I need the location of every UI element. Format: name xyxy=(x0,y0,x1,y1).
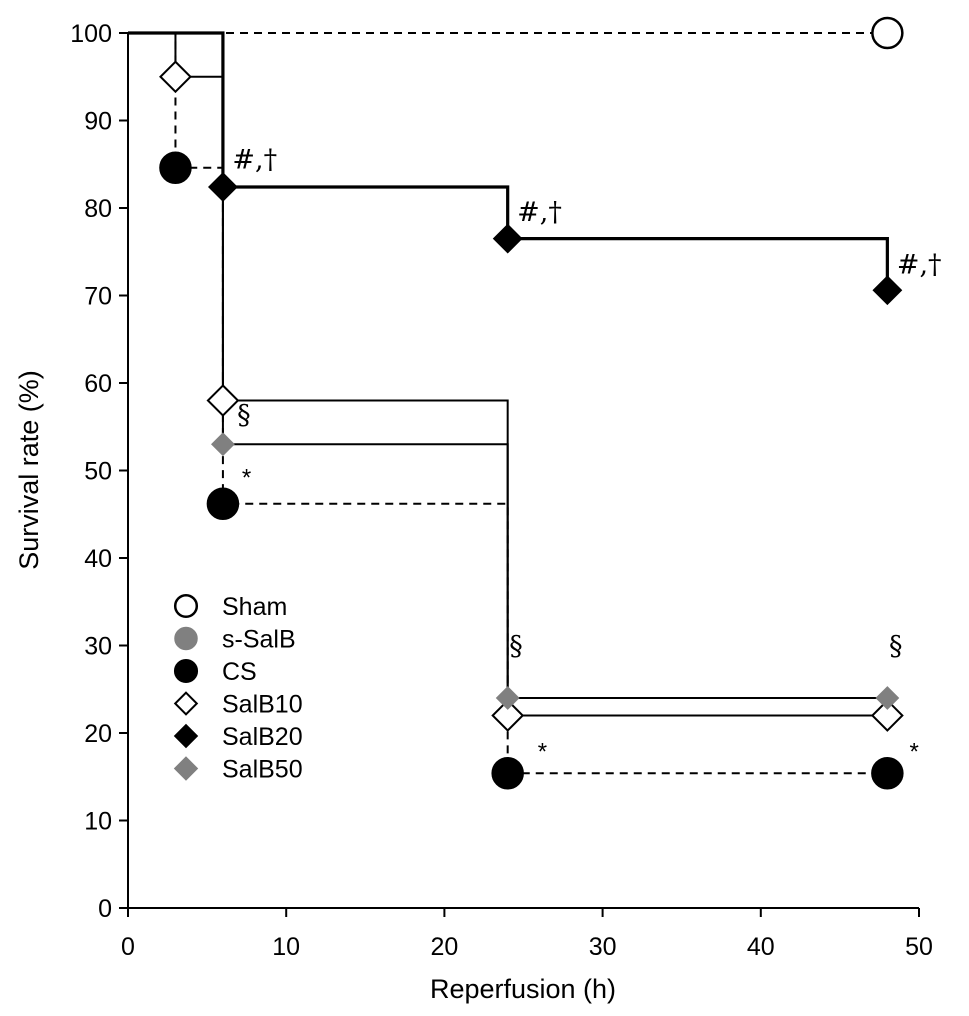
x-tick-label: 0 xyxy=(121,933,135,961)
significance-symbol: § xyxy=(889,631,903,662)
legend-label-cs: CS xyxy=(222,658,257,686)
y-tick-label: 30 xyxy=(84,633,112,661)
legend-marker-salb10 xyxy=(173,691,199,716)
x-ticks: 0 10 20 30 40 50 xyxy=(121,908,933,961)
data-point-cs xyxy=(206,487,240,520)
legend-marker-sham xyxy=(173,593,199,619)
legend-label-salb10: SalB10 xyxy=(222,691,303,719)
legend-marker-cs xyxy=(173,658,199,684)
data-point-salb20 xyxy=(492,223,523,254)
data-point-salb50 xyxy=(875,686,900,710)
data-point-salb10 xyxy=(870,699,904,732)
significance-symbol: #,† xyxy=(517,197,562,228)
legend-label-s-salb: s-SalB xyxy=(222,626,296,654)
data-point-cs xyxy=(491,757,524,790)
data-point-salb10 xyxy=(206,384,240,417)
significance-star: * xyxy=(910,738,919,765)
significance-symbol: § xyxy=(237,400,251,431)
legend-marker-salb20 xyxy=(173,723,199,749)
x-tick-label: 10 xyxy=(272,933,300,961)
data-point-cs xyxy=(159,151,192,184)
series-lines xyxy=(128,31,889,775)
legend-marker-salb50 xyxy=(173,756,199,781)
y-tick-label: 70 xyxy=(84,283,112,311)
significance-star: * xyxy=(538,738,547,765)
y-tick-label: 60 xyxy=(84,370,112,398)
x-axis-label: Reperfusion (h) xyxy=(430,974,616,1004)
data-point-salb20 xyxy=(872,275,903,306)
y-tick-label: 50 xyxy=(84,458,112,486)
x-tick-label: 30 xyxy=(589,933,617,961)
series-line-salb50 xyxy=(128,32,888,699)
y-tick-label: 0 xyxy=(98,895,112,923)
x-tick-label: 40 xyxy=(747,933,775,961)
significance-star: * xyxy=(242,464,251,491)
y-tick-label: 10 xyxy=(84,808,112,836)
data-point-salb10 xyxy=(159,60,192,94)
x-tick-label: 50 xyxy=(905,933,933,961)
x-tick-label: 20 xyxy=(430,933,458,961)
data-point-salb50 xyxy=(211,432,235,457)
y-tick-label: 100 xyxy=(70,20,112,48)
data-point-salb20 xyxy=(208,172,238,202)
legend-label-sham: Sham xyxy=(222,593,287,621)
y-ticks: 0 10 20 30 40 50 60 70 80 90 100 xyxy=(70,20,128,923)
y-tick-label: 90 xyxy=(84,108,112,136)
data-point-cs xyxy=(871,757,904,790)
significance-symbol: #,† xyxy=(232,145,277,176)
y-axis-label: Survival rate (%) xyxy=(14,370,44,570)
legend-label-salb50: SalB50 xyxy=(222,756,303,784)
data-point-salb50 xyxy=(495,686,520,710)
y-tick-label: 20 xyxy=(84,720,112,748)
data-point-salb10 xyxy=(491,699,525,732)
y-tick-label: 40 xyxy=(84,545,112,573)
legend: Sham s-SalB CS SalB10 SalB20 SalB50 xyxy=(173,593,303,784)
legend-marker-s-salb xyxy=(174,626,198,651)
significance-symbol: #,† xyxy=(897,250,942,281)
data-point-sham xyxy=(871,16,904,50)
significance-symbol: § xyxy=(509,631,522,662)
y-tick-label: 80 xyxy=(84,195,112,223)
series-markers xyxy=(159,16,904,790)
legend-label-salb20: SalB20 xyxy=(222,723,303,751)
annotations: #,† #,† #,† § * § * § * xyxy=(232,145,941,766)
